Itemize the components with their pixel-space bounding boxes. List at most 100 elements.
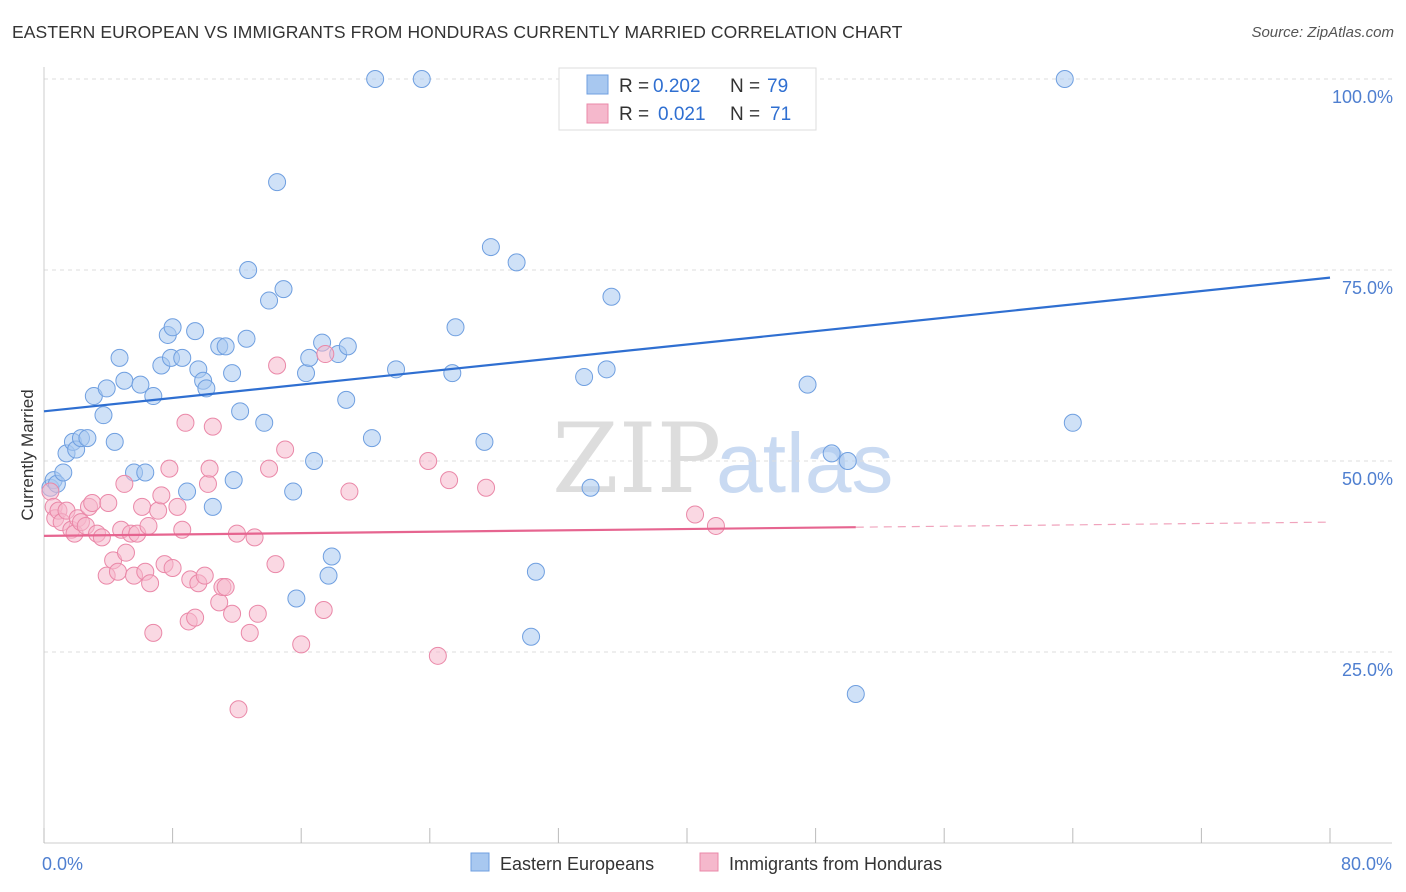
point-immigrants-from-honduras-67 (686, 505, 705, 524)
point-eastern-europeans-71 (846, 685, 865, 704)
point-eastern-europeans-39 (268, 173, 287, 192)
bottom-legend-swatch-immigrants-from-honduras (699, 852, 719, 872)
point-immigrants-from-honduras-63 (419, 452, 438, 470)
point-eastern-europeans-66 (602, 287, 621, 306)
point-eastern-europeans-62 (526, 562, 545, 581)
point-eastern-europeans-42 (287, 589, 306, 608)
point-eastern-europeans-53 (366, 70, 385, 88)
point-immigrants-from-honduras-42 (195, 566, 214, 585)
point-immigrants-from-honduras-40 (186, 608, 205, 627)
point-immigrants-from-honduras-35 (168, 497, 187, 516)
point-eastern-europeans-44 (300, 348, 319, 367)
point-immigrants-from-honduras-68 (706, 516, 725, 535)
point-immigrants-from-honduras-45 (203, 417, 222, 436)
legend-swatch-eastern-europeans (586, 74, 609, 95)
y-tick-label-25: 25.0% (1342, 660, 1393, 680)
point-immigrants-from-honduras-16 (99, 494, 118, 513)
point-immigrants-from-honduras-62 (340, 482, 359, 501)
bottom-legend-label-immigrants-from-honduras: Immigrants from Honduras (729, 854, 942, 874)
trend-line-eastern-europeans (43, 276, 1331, 413)
x-axis-ticks (43, 828, 1331, 843)
point-immigrants-from-honduras-57 (268, 356, 287, 375)
point-eastern-europeans-31 (216, 337, 235, 356)
point-eastern-europeans-11 (97, 379, 116, 398)
point-immigrants-from-honduras-28 (141, 574, 160, 593)
point-eastern-europeans-14 (115, 371, 134, 390)
point-eastern-europeans-24 (178, 482, 197, 501)
point-eastern-europeans-13 (110, 348, 129, 367)
legend-n-label-pink: N = (730, 104, 760, 125)
point-immigrants-from-honduras-14 (92, 528, 111, 547)
point-eastern-europeans-60 (507, 253, 526, 272)
point-eastern-europeans-45 (305, 452, 324, 470)
axes (43, 67, 1392, 844)
point-immigrants-from-honduras-55 (260, 459, 279, 478)
point-immigrants-from-honduras-12 (83, 494, 102, 513)
point-eastern-europeans-10 (94, 406, 113, 425)
legend: R = 0.202 N = 79 R = 0.021 N = 71 (558, 67, 817, 131)
point-eastern-europeans-16 (131, 375, 150, 394)
y-axis-tick-labels: 25.0% 50.0% 75.0% 100.0% (1332, 87, 1393, 680)
point-eastern-europeans-12 (105, 432, 124, 451)
point-eastern-europeans-47 (319, 566, 338, 585)
point-eastern-europeans-50 (337, 390, 356, 409)
x-tick-label-max: 80.0% (1341, 854, 1392, 874)
point-eastern-europeans-58 (475, 432, 494, 451)
x-tick-label-min: 0.0% (42, 854, 83, 874)
point-immigrants-from-honduras-27 (139, 516, 158, 535)
point-immigrants-from-honduras-44 (200, 459, 219, 478)
point-immigrants-from-honduras-56 (266, 555, 285, 574)
watermark: ZIP atlas (552, 403, 893, 515)
point-immigrants-from-honduras-53 (245, 528, 264, 547)
point-eastern-europeans-38 (260, 291, 279, 310)
point-eastern-europeans-29 (203, 497, 222, 516)
point-eastern-europeans-17 (136, 463, 155, 482)
point-eastern-europeans-65 (597, 360, 616, 379)
point-immigrants-from-honduras-36 (173, 520, 192, 539)
point-immigrants-from-honduras-33 (160, 459, 179, 478)
point-immigrants-from-honduras-52 (240, 623, 259, 642)
point-immigrants-from-honduras-61 (316, 345, 335, 364)
bottom-legend: Eastern Europeans Immigrants from Hondur… (470, 852, 942, 874)
point-immigrants-from-honduras-31 (152, 486, 171, 505)
y-tick-label-75: 75.0% (1342, 278, 1393, 298)
legend-r-label-pink: R = (619, 104, 649, 125)
point-eastern-europeans-72 (1055, 70, 1074, 88)
point-immigrants-from-honduras-29 (144, 623, 163, 642)
point-immigrants-from-honduras-48 (216, 578, 235, 597)
trend-line-immigrants-from-honduras (43, 526, 856, 537)
watermark-atlas: atlas (716, 416, 893, 510)
point-immigrants-from-honduras-66 (477, 478, 496, 497)
point-eastern-europeans-40 (274, 280, 293, 299)
y-tick-label-100: 100.0% (1332, 87, 1393, 107)
y-tick-label-50: 50.0% (1342, 469, 1393, 489)
series-eastern-europeans (41, 70, 1082, 704)
point-eastern-europeans-52 (362, 429, 381, 448)
point-eastern-europeans-23 (173, 348, 192, 367)
trend-line-immigrants-from-honduras-extension (855, 521, 1331, 528)
point-immigrants-from-honduras-60 (314, 600, 333, 619)
point-immigrants-from-honduras-58 (276, 440, 295, 459)
point-eastern-europeans-8 (78, 429, 97, 448)
point-immigrants-from-honduras-54 (248, 604, 267, 623)
point-eastern-europeans-73 (1063, 413, 1082, 432)
legend-n-value-blue: 79 (767, 76, 788, 97)
point-eastern-europeans-18 (144, 387, 163, 406)
point-eastern-europeans-64 (581, 478, 600, 497)
legend-n-value-pink: 71 (770, 104, 791, 125)
point-eastern-europeans-48 (322, 547, 341, 566)
point-immigrants-from-honduras-20 (115, 474, 134, 493)
point-eastern-europeans-36 (239, 261, 258, 279)
point-immigrants-from-honduras-18 (108, 562, 127, 581)
point-immigrants-from-honduras-65 (440, 471, 459, 490)
point-eastern-europeans-25 (186, 322, 205, 341)
point-immigrants-from-honduras-43 (198, 474, 217, 493)
point-eastern-europeans-28 (197, 379, 216, 398)
point-immigrants-from-honduras-64 (428, 646, 447, 665)
point-immigrants-from-honduras-25 (133, 497, 152, 516)
point-eastern-europeans-55 (412, 70, 431, 88)
point-eastern-europeans-63 (575, 367, 594, 386)
point-eastern-europeans-3 (54, 463, 73, 482)
point-immigrants-from-honduras-34 (163, 558, 182, 577)
